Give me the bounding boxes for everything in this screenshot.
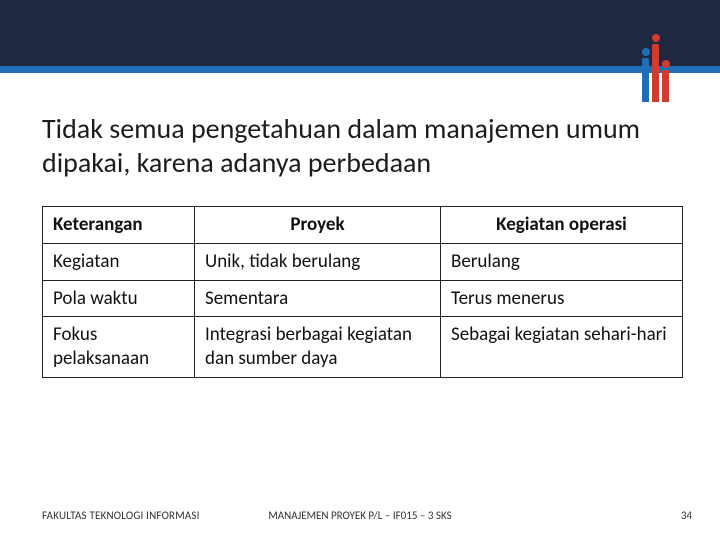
page-number: 34 — [681, 509, 692, 522]
logo-dot-icon — [662, 60, 670, 68]
table-cell: Berulang — [441, 243, 683, 280]
table-row: Pola waktu Sementara Terus menerus — [43, 280, 683, 317]
logo-dot-icon — [652, 34, 660, 42]
header-accent-line — [0, 66, 720, 73]
slide-title: Tidak semua pengetahuan dalam manajemen … — [42, 112, 662, 179]
header-topbar — [0, 0, 720, 66]
table-header: Proyek — [195, 207, 441, 244]
logo-bar-icon — [642, 58, 649, 102]
table-header: Keterangan — [43, 207, 195, 244]
comparison-table: Keterangan Proyek Kegiatan operasi Kegia… — [42, 206, 683, 378]
logo-bar-icon — [652, 44, 659, 102]
table-cell: Pola waktu — [43, 280, 195, 317]
table-cell: Fokus pelaksanaan — [43, 317, 195, 378]
logo-dot-icon — [642, 48, 650, 56]
table-header-row: Keterangan Proyek Kegiatan operasi — [43, 207, 683, 244]
table-row: Kegiatan Unik, tidak berulang Berulang — [43, 243, 683, 280]
table-header: Kegiatan operasi — [441, 207, 683, 244]
logo — [642, 12, 694, 102]
table-cell: Sementara — [195, 280, 441, 317]
slide: Tidak semua pengetahuan dalam manajemen … — [0, 0, 720, 540]
table-cell: Integrasi berbagai kegiatan dan sumber d… — [195, 317, 441, 378]
footer-center: MANAJEMEN PROYEK P/L – IF015 – 3 SKS — [0, 509, 720, 522]
table-cell: Kegiatan — [43, 243, 195, 280]
logo-bar-icon — [662, 70, 669, 102]
table-cell: Terus menerus — [441, 280, 683, 317]
table-row: Fokus pelaksanaan Integrasi berbagai keg… — [43, 317, 683, 378]
table-cell: Sebagai kegiatan sehari-hari — [441, 317, 683, 378]
table-cell: Unik, tidak berulang — [195, 243, 441, 280]
